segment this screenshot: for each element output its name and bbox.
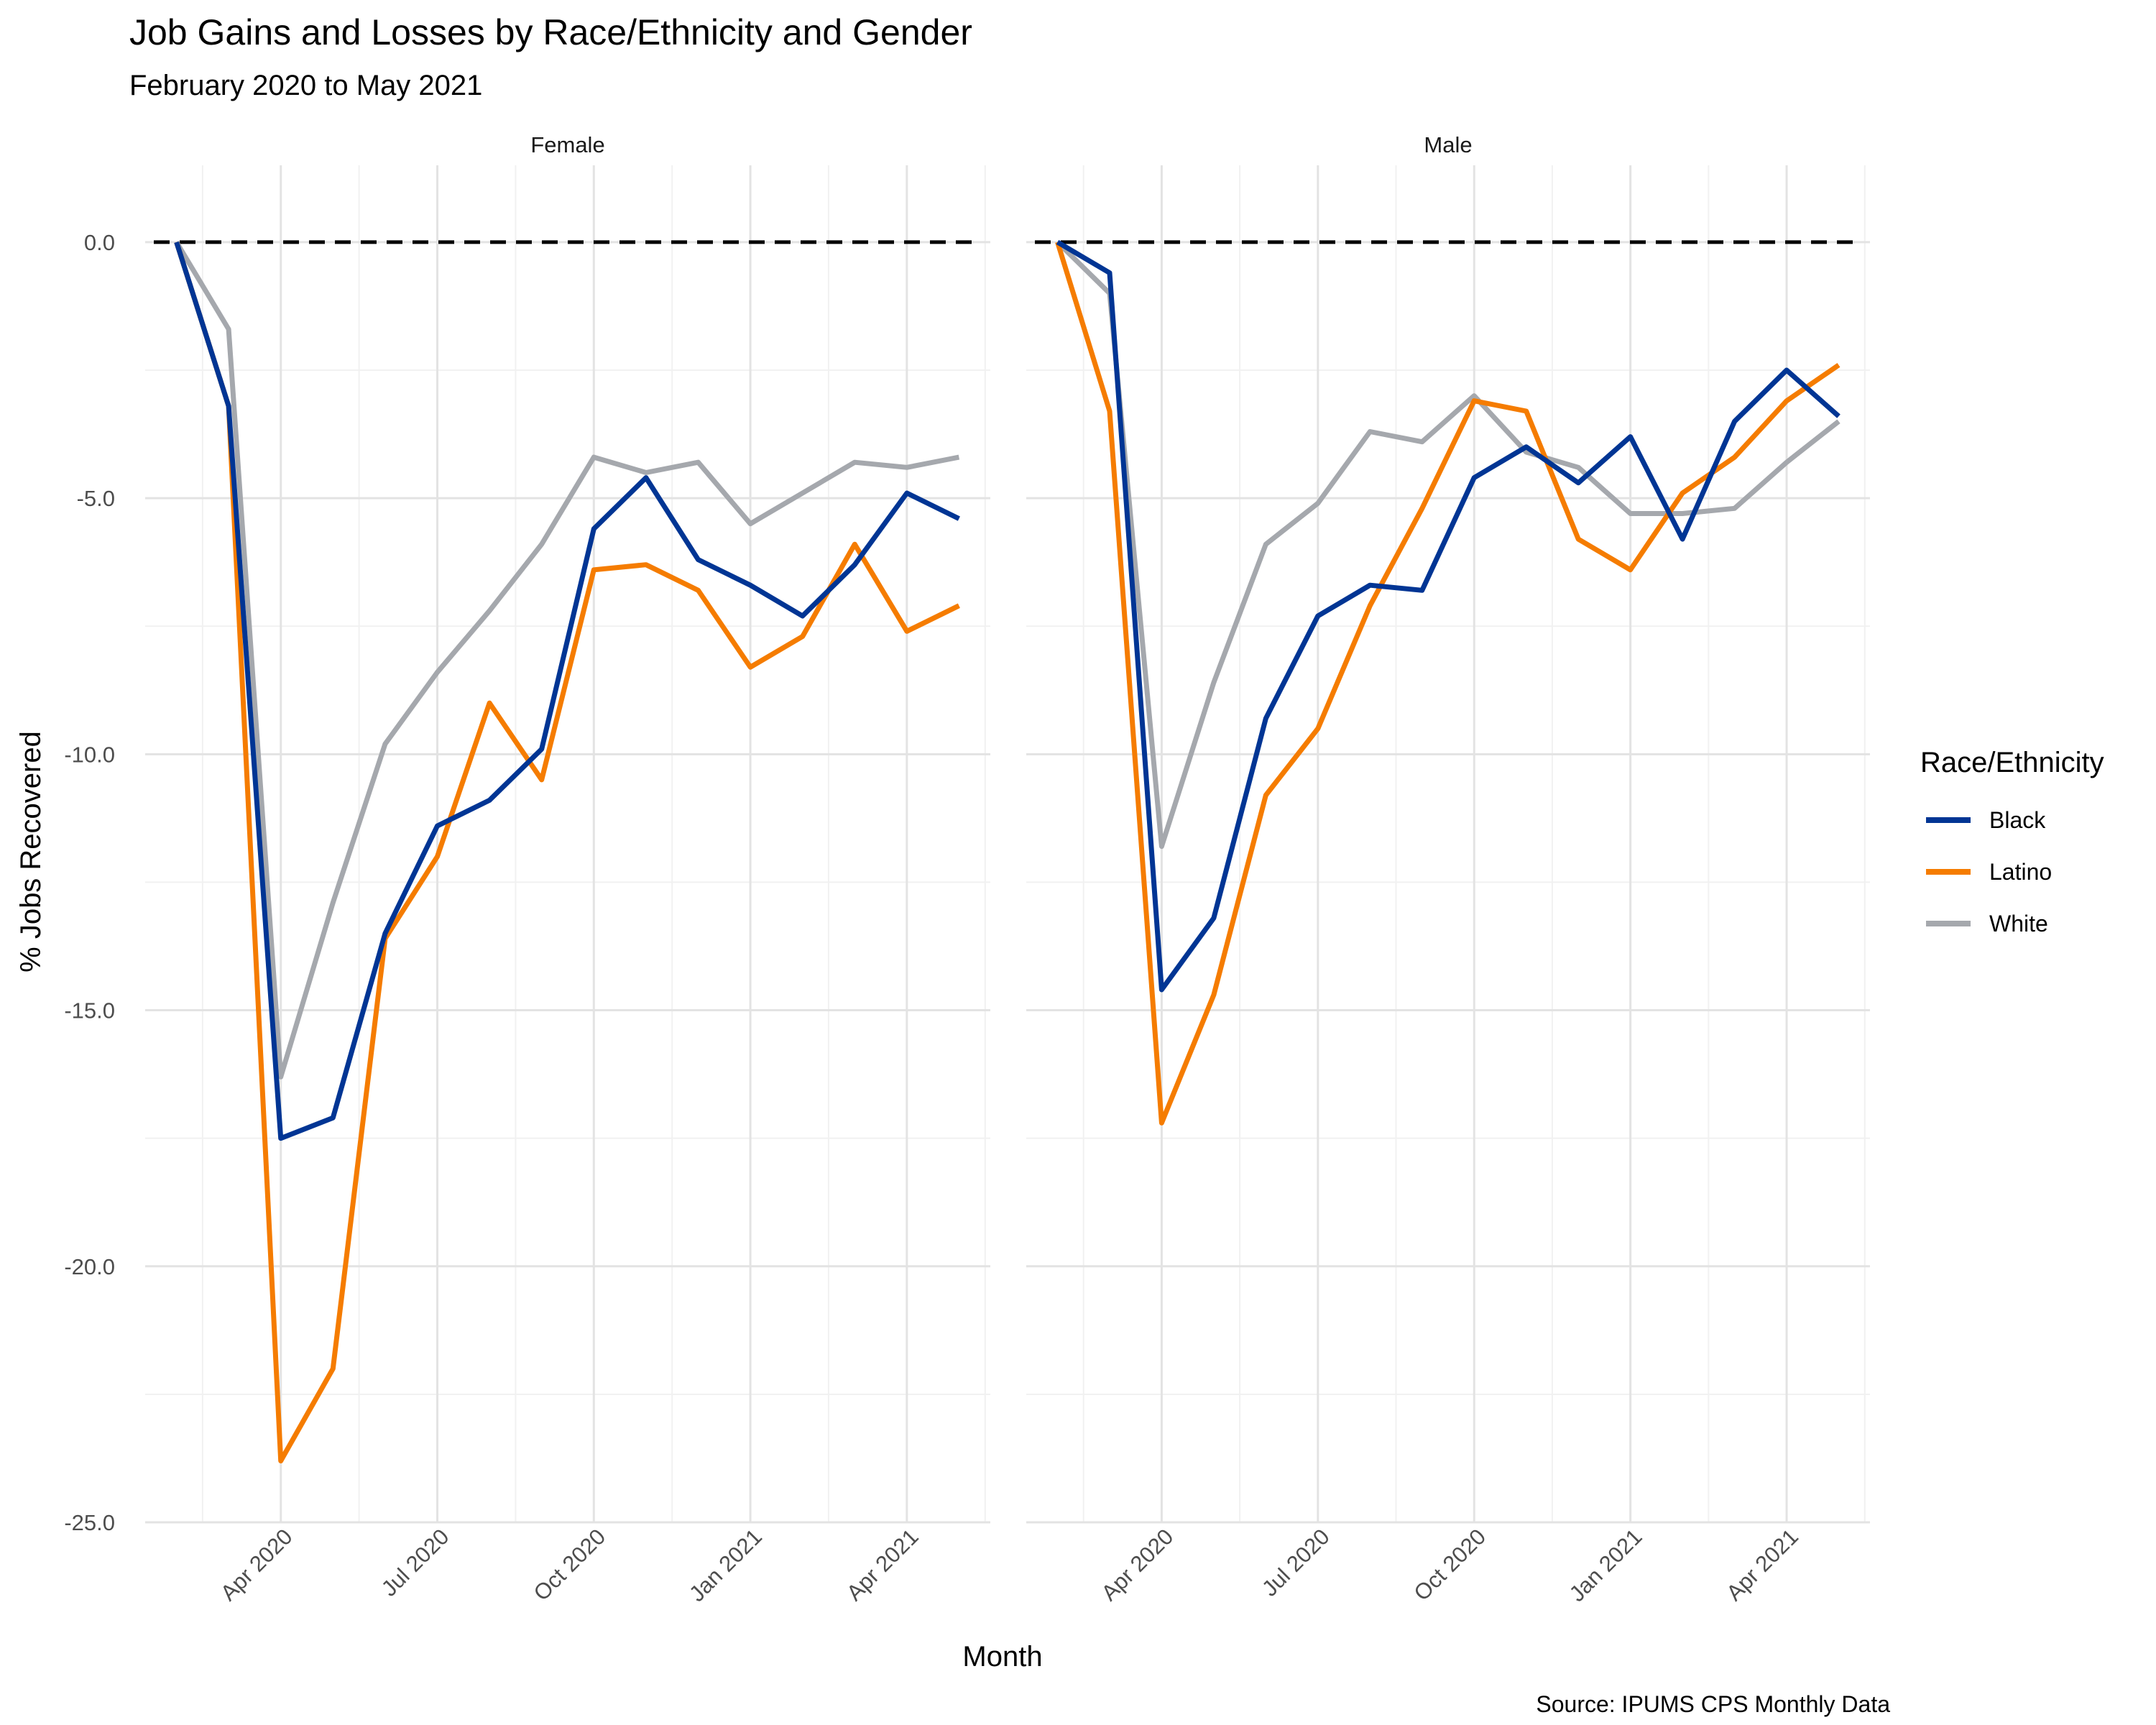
legend: Race/Ethnicity Black Latino White <box>1920 747 2104 937</box>
y-tick-label: -25.0 <box>64 1510 115 1535</box>
x-tick-label: Apr 2020 <box>1097 1524 1179 1606</box>
y-tick-label: -5.0 <box>77 486 115 511</box>
legend-title: Race/Ethnicity <box>1920 747 2104 778</box>
chart-title: Job Gains and Losses by Race/Ethnicity a… <box>129 12 972 52</box>
series-line-female-latino <box>174 241 960 1463</box>
series-line-male-white <box>1056 240 1841 850</box>
chart-subtitle: February 2020 to May 2021 <box>129 70 482 101</box>
facet-panels: 0.0 -5.0 -10.0 -15.0 -20.0 -25.0 Apr 2020 Jul 2… <box>64 132 1870 1606</box>
x-tick-label: Apr 2020 <box>216 1524 298 1606</box>
facet-panel-female: 0.0 -5.0 -10.0 -15.0 -20.0 -25.0 Apr 2020 Jul 2… <box>64 132 990 1606</box>
y-tick-label: -15.0 <box>64 998 115 1024</box>
x-tick-label: Jan 2021 <box>1565 1524 1647 1606</box>
x-tick-label: Jul 2020 <box>1257 1524 1335 1601</box>
series-line-female-white <box>174 241 960 1080</box>
y-tick-label: 0.0 <box>84 230 115 255</box>
y-tick-label: -20.0 <box>64 1254 115 1279</box>
series-line-female-black <box>174 241 960 1141</box>
series-line-male-black <box>1056 239 1841 993</box>
facet-strip-label: Male <box>1424 132 1472 157</box>
x-tick-label: Jan 2021 <box>684 1524 767 1606</box>
x-tick-label: Apr 2021 <box>842 1524 923 1606</box>
facet-panel-male: Apr 2020 Jul 2020 Oct 2020 Jan 2021 Apr 2021… <box>1026 132 1870 1606</box>
x-tick-label: Jul 2020 <box>377 1524 454 1601</box>
caption: Source: IPUMS CPS Monthly Data <box>1536 1691 1890 1717</box>
legend-label-latino: Latino <box>1989 859 2052 885</box>
x-axis-label: Month <box>962 1641 1042 1673</box>
y-axis-label: % Jobs Recovered <box>15 731 47 972</box>
y-tick-label: -10.0 <box>64 742 115 767</box>
series-line-male-latino <box>1055 241 1841 1126</box>
x-tick-label: Apr 2021 <box>1721 1524 1803 1606</box>
x-tick-label: Oct 2020 <box>529 1524 611 1606</box>
facet-strip-label: Female <box>530 132 604 157</box>
x-tick-label: Oct 2020 <box>1409 1524 1491 1606</box>
legend-label-white: White <box>1989 911 2048 937</box>
legend-label-black: Black <box>1989 807 2046 833</box>
